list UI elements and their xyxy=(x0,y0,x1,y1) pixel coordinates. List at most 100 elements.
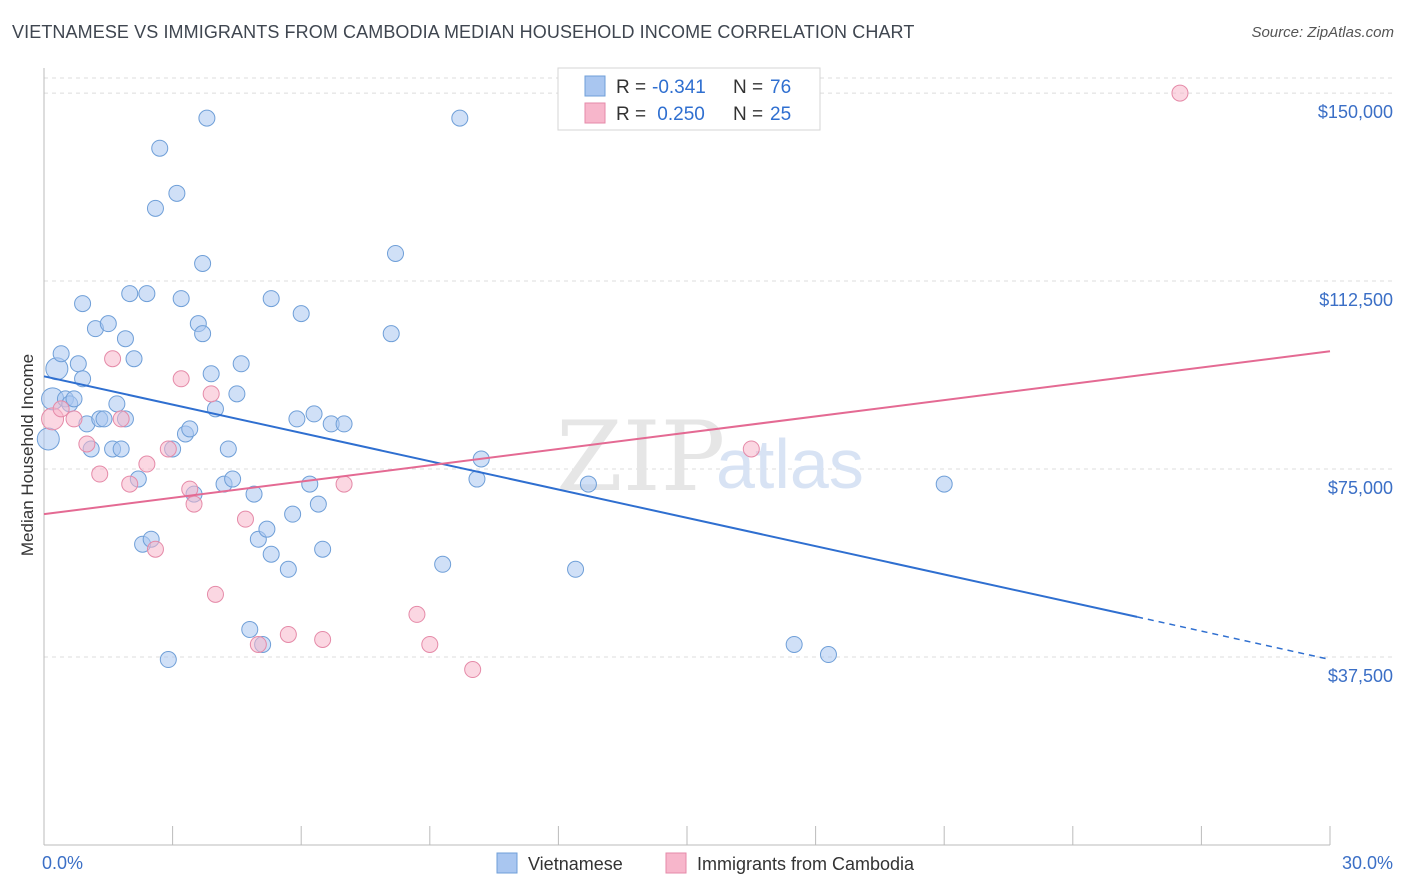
y-axis-title: Median Household Income xyxy=(18,354,37,556)
point-vietnamese xyxy=(305,405,323,423)
watermark: ZIP atlas xyxy=(556,401,864,513)
point-vietnamese xyxy=(146,199,164,217)
stats-swatch-cambodia xyxy=(584,102,606,124)
trend-line-vietnamese-extension xyxy=(1136,616,1331,661)
legend-swatch-vietnamese xyxy=(496,852,518,874)
point-vietnamese xyxy=(52,345,70,363)
point-vietnamese xyxy=(785,635,803,653)
legend-swatch-cambodia xyxy=(665,852,687,874)
point-vietnamese xyxy=(819,646,837,664)
point-vietnamese xyxy=(194,255,212,273)
point-vietnamese xyxy=(198,109,216,127)
point-cambodia xyxy=(335,475,353,493)
point-cambodia xyxy=(314,630,332,648)
legend-label-cambodia: Immigrants from Cambodia xyxy=(697,854,915,874)
point-cambodia xyxy=(236,510,254,528)
point-cambodia xyxy=(112,410,130,428)
point-vietnamese xyxy=(935,475,953,493)
point-cambodia xyxy=(464,661,482,679)
point-vietnamese xyxy=(99,315,117,333)
point-cambodia xyxy=(65,410,83,428)
point-vietnamese xyxy=(279,560,297,578)
point-vietnamese xyxy=(301,475,319,493)
point-cambodia xyxy=(172,370,190,388)
y-tick-label: $75,000 xyxy=(1328,478,1393,498)
point-vietnamese xyxy=(95,410,113,428)
point-vietnamese xyxy=(194,325,212,343)
point-cambodia xyxy=(206,585,224,603)
legend: Vietnamese Immigrants from Cambodia xyxy=(496,852,915,874)
point-vietnamese xyxy=(382,325,400,343)
point-vietnamese xyxy=(288,410,306,428)
stats-n-value-1: 76 xyxy=(770,77,791,98)
point-vietnamese xyxy=(138,285,156,303)
source-credit: Source: ZipAtlas.com xyxy=(1251,24,1394,41)
x-tick-label-max: 30.0% xyxy=(1342,853,1393,873)
point-vietnamese xyxy=(159,651,177,669)
point-vietnamese xyxy=(262,290,280,308)
point-cambodia xyxy=(742,440,760,458)
point-cambodia xyxy=(202,385,220,403)
watermark-atlas: atlas xyxy=(716,425,864,503)
point-cambodia xyxy=(159,440,177,458)
point-vietnamese xyxy=(434,555,452,573)
point-vietnamese xyxy=(36,427,60,451)
stats-box: R = -0.341 N = 76 R = 0.250 N = 25 xyxy=(557,67,821,131)
point-vietnamese xyxy=(181,420,199,438)
stats-n-label-2: N = xyxy=(733,104,763,125)
point-vietnamese xyxy=(579,475,597,493)
point-vietnamese xyxy=(202,365,220,383)
point-vietnamese xyxy=(112,440,130,458)
point-vietnamese xyxy=(108,395,126,413)
scatter-points xyxy=(36,84,1189,679)
y-tick-label: $112,500 xyxy=(1319,290,1393,310)
point-vietnamese xyxy=(65,390,83,408)
point-cambodia xyxy=(279,625,297,643)
point-vietnamese xyxy=(309,495,327,513)
legend-label-vietnamese: Vietnamese xyxy=(528,854,623,874)
trend-line-vietnamese xyxy=(43,375,1138,618)
point-vietnamese xyxy=(151,139,169,157)
point-vietnamese xyxy=(116,330,134,348)
point-vietnamese xyxy=(125,350,143,368)
point-vietnamese xyxy=(74,370,92,388)
stats-r-value-1: -0.341 xyxy=(652,77,706,98)
point-vietnamese xyxy=(567,560,585,578)
point-vietnamese xyxy=(335,415,353,433)
stats-swatch-vietnamese xyxy=(584,75,606,97)
point-vietnamese xyxy=(224,470,242,488)
point-vietnamese xyxy=(387,244,405,262)
trend-line-cambodia xyxy=(43,350,1331,516)
point-vietnamese xyxy=(219,440,237,458)
point-cambodia xyxy=(104,350,122,368)
point-vietnamese xyxy=(292,305,310,323)
point-vietnamese xyxy=(314,540,332,558)
point-vietnamese xyxy=(258,520,276,538)
stats-r-value-2: 0.250 xyxy=(652,104,705,125)
point-vietnamese xyxy=(232,355,250,373)
point-vietnamese xyxy=(262,545,280,563)
point-cambodia xyxy=(52,400,70,418)
watermark-zip: ZIP xyxy=(556,401,725,513)
point-cambodia xyxy=(121,475,139,493)
point-cambodia xyxy=(146,540,164,558)
stats-r-label-2: R = xyxy=(616,104,646,125)
point-vietnamese xyxy=(451,109,469,127)
stats-n-label-1: N = xyxy=(733,77,763,98)
point-cambodia xyxy=(249,635,267,653)
x-tick-label-min: 0.0% xyxy=(42,853,83,873)
stats-n-value-2: 25 xyxy=(770,104,791,125)
point-vietnamese xyxy=(168,184,186,202)
y-tick-label: $150,000 xyxy=(1318,102,1393,122)
point-vietnamese xyxy=(121,285,139,303)
point-vietnamese xyxy=(245,485,263,503)
point-cambodia xyxy=(408,605,426,623)
chart-title: VIETNAMESE VS IMMIGRANTS FROM CAMBODIA M… xyxy=(12,22,915,42)
y-tick-labels: $37,500 $75,000 $112,500 $150,000 xyxy=(1318,102,1393,686)
trend-lines xyxy=(43,350,1331,661)
y-tick-label: $37,500 xyxy=(1328,666,1393,686)
point-cambodia xyxy=(138,455,156,473)
point-vietnamese xyxy=(69,355,87,373)
point-cambodia xyxy=(1171,84,1189,102)
